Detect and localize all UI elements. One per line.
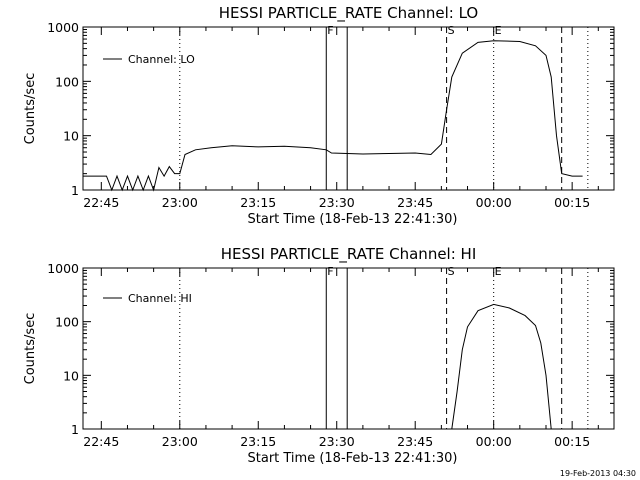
x-tick-label: 23:15 (240, 434, 276, 449)
series-line (83, 40, 583, 192)
y-tick-label: 10 (63, 368, 79, 383)
event-marker-label: S (448, 24, 455, 37)
x-tick-label: 23:45 (397, 195, 433, 210)
footer-timestamp: 19-Feb-2013 04:30 (560, 469, 636, 478)
x-tick-label: 23:00 (162, 195, 198, 210)
x-tick-label: 23:30 (319, 195, 355, 210)
panel-lo: HESSI PARTICLE_RATE Channel: LO 1 10 100 100… (23, 4, 615, 227)
x-tick-label: 00:00 (476, 195, 512, 210)
x-tick-label: 00:15 (554, 195, 590, 210)
plot-frame (82, 267, 615, 430)
event-marker-label: F (327, 265, 333, 278)
x-axis-label: Start Time (18-Feb-13 22:41:30) (248, 212, 458, 227)
y-tick-label: 100 (55, 74, 79, 89)
x-tick-label: 23:45 (397, 434, 433, 449)
event-marker-label: S (448, 265, 455, 278)
y-tick-label: 1000 (47, 20, 79, 35)
event-marker-label: F (327, 24, 333, 37)
y-tick-label: 1 (71, 183, 79, 198)
y-tick-label: 100 (55, 315, 79, 330)
chart-title: HESSI PARTICLE_RATE Channel: HI (221, 245, 477, 264)
chart-title: HESSI PARTICLE_RATE Channel: LO (219, 4, 478, 23)
legend-label: Channel: HI (128, 292, 192, 305)
x-tick-label: 23:15 (240, 195, 276, 210)
y-axis-label: Counts/sec (23, 73, 38, 145)
y-tick-label: 1000 (47, 261, 79, 276)
x-tick-label: 23:30 (319, 434, 355, 449)
series-line (451, 303, 552, 430)
event-marker-label: E (495, 24, 502, 37)
y-tick-label: 10 (63, 129, 79, 144)
x-tick-label: 00:00 (476, 434, 512, 449)
x-axis-label: Start Time (18-Feb-13 22:41:30) (248, 451, 458, 466)
x-tick-label: 00:15 (554, 434, 590, 449)
panel-hi: HESSI PARTICLE_RATE Channel: HI 1 10 100 100… (23, 245, 615, 466)
event-marker-label: E (495, 265, 502, 278)
y-axis-label: Counts/sec (23, 313, 38, 385)
plot-frame (82, 26, 615, 191)
legend-label: Channel: LO (128, 53, 195, 66)
x-tick-label: 23:00 (162, 434, 198, 449)
x-tick-label: 22:45 (83, 195, 119, 210)
y-tick-label: 1 (71, 422, 79, 437)
x-tick-label: 22:45 (83, 434, 119, 449)
